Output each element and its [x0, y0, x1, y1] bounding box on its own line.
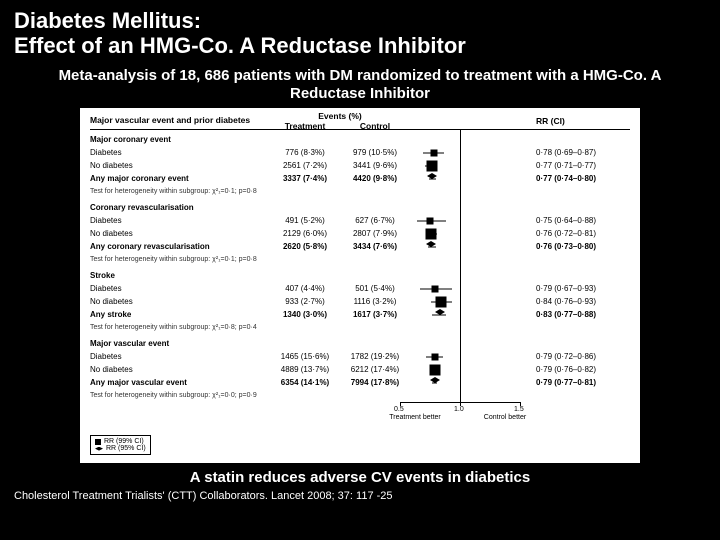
data-row: No diabetes4889 (13·7%)6212 (17·4%)0·79 … — [90, 363, 630, 376]
axis-label-right: Control better — [470, 414, 540, 421]
forest-plot-figure: Major vascular event and prior diabetes … — [80, 108, 640, 463]
group-header: Major vascular event — [90, 337, 630, 350]
header-treatment: Treatment — [270, 121, 340, 131]
legend-95: RR (95% CI) — [106, 445, 146, 452]
data-row: Any coronary revascularisation2620 (5·8%… — [90, 240, 630, 253]
heterogeneity-row: Test for heterogeneity within subgroup: … — [90, 389, 630, 402]
slide-subtitle: Meta-analysis of 18, 686 patients with D… — [0, 61, 720, 109]
header-left: Major vascular event and prior diabetes — [90, 116, 270, 125]
heterogeneity-row: Test for heterogeneity within subgroup: … — [90, 321, 630, 334]
data-row: Diabetes1465 (15·6%)1782 (19·2%)0·79 (0·… — [90, 350, 630, 363]
data-row: No diabetes2561 (7·2%)3441 (9·6%)0·77 (0… — [90, 159, 630, 172]
group-header: Coronary revascularisation — [90, 201, 630, 214]
data-row: Any stroke1340 (3·0%)1617 (3·7%)0·83 (0·… — [90, 308, 630, 321]
conclusion-text: A statin reduces adverse CV events in di… — [0, 463, 720, 488]
data-row: Diabetes491 (5·2%)627 (6·7%)0·75 (0·64–0… — [90, 214, 630, 227]
citation-text: Cholesterol Treatment Trialists' (CTT) C… — [0, 488, 720, 504]
header-events: Events (%) — [270, 111, 410, 121]
legend-box: RR (99% CI) RR (95% CI) — [90, 435, 151, 455]
group-header: Major coronary event — [90, 133, 630, 146]
header-rr: RR (CI) — [530, 116, 630, 126]
forest-body: Major coronary eventDiabetes776 (8·3%)97… — [90, 133, 630, 402]
data-row: Diabetes776 (8·3%)979 (10·5%)0·78 (0·69–… — [90, 146, 630, 159]
data-row: Diabetes407 (4·4%)501 (5·4%)0·79 (0·67–0… — [90, 282, 630, 295]
data-row: No diabetes2129 (6·0%)2807 (7·9%)0·76 (0… — [90, 227, 630, 240]
group-header: Stroke — [90, 269, 630, 282]
axis-label-left: Treatment better — [380, 414, 450, 421]
title-line-2: Effect of an HMG-Co. A Reductase Inhibit… — [14, 33, 706, 58]
title-line-1: Diabetes Mellitus: — [14, 8, 706, 33]
heterogeneity-row: Test for heterogeneity within subgroup: … — [90, 185, 630, 198]
data-row: Any major coronary event3337 (7·4%)4420 … — [90, 172, 630, 185]
data-row: No diabetes933 (2·7%)1116 (3·2%)0·84 (0·… — [90, 295, 630, 308]
heterogeneity-row: Test for heterogeneity within subgroup: … — [90, 253, 630, 266]
data-row: Any major vascular event6354 (14·1%)7994… — [90, 376, 630, 389]
slide-title: Diabetes Mellitus: Effect of an HMG-Co. … — [0, 0, 720, 61]
header-control: Control — [340, 121, 410, 131]
legend-99: RR (99% CI) — [104, 438, 144, 445]
figure-header-row: Major vascular event and prior diabetes … — [90, 114, 630, 127]
